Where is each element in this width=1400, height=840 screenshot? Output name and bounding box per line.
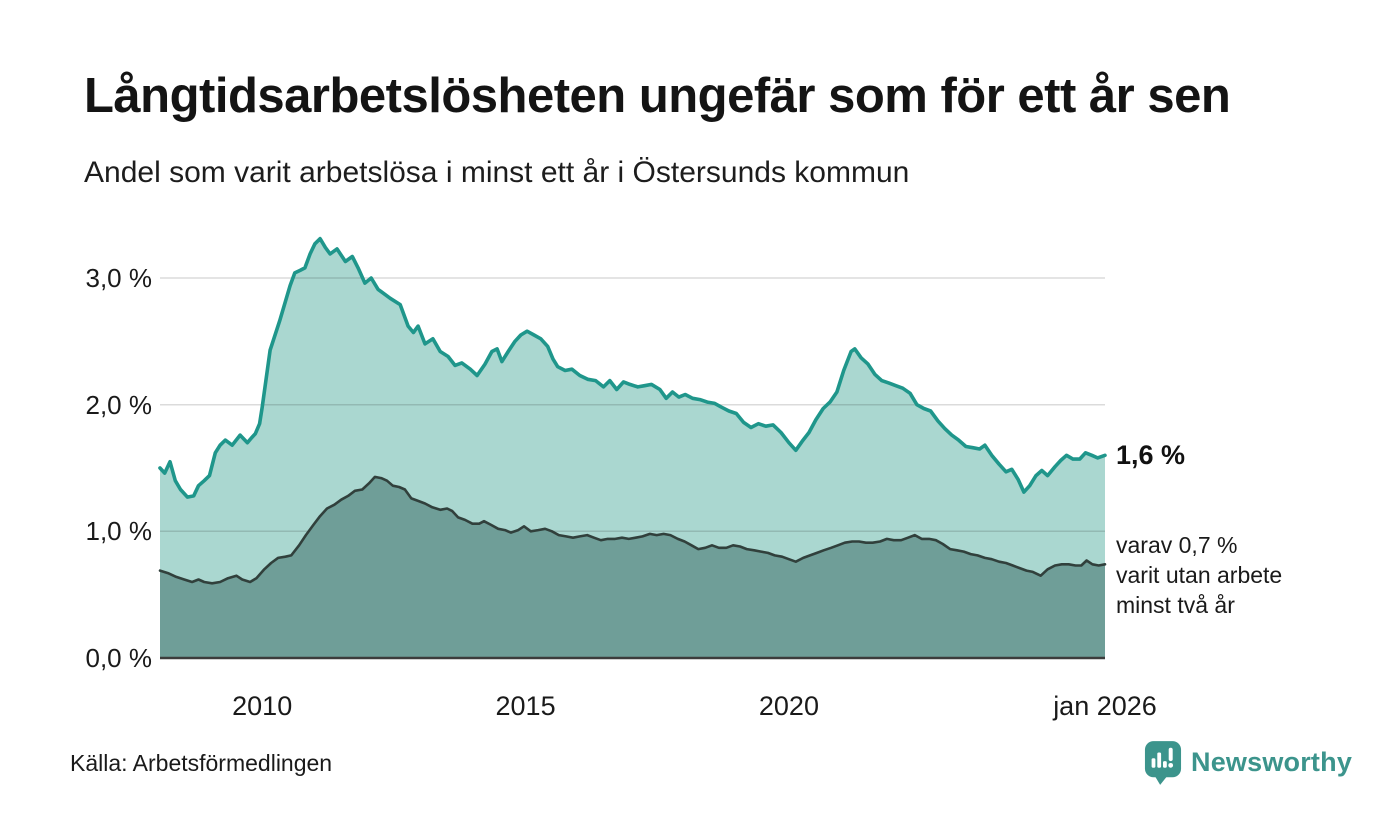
x-axis-label: 2020 <box>758 691 819 721</box>
y-axis-label: 2,0 % <box>85 389 153 420</box>
y-axis-label: 0,0 % <box>85 643 153 673</box>
annotation-latest-total: 1,6 % <box>1116 440 1186 470</box>
chart-title: Långtidsarbetslösheten ungefär som för e… <box>84 69 1231 123</box>
line-total <box>158 236 1107 499</box>
annotation-two-years-line2: varit utan arbete <box>1116 562 1283 588</box>
x-axis-label: 2015 <box>495 691 556 721</box>
annotation-two-years: varav 0,7 % varit utan arbete minst två … <box>1116 530 1282 620</box>
area-two-years-fill <box>160 476 1105 658</box>
y-axis-label: 3,0 % <box>85 262 153 293</box>
y-axis-label: 1,0 % <box>85 516 153 547</box>
line-two-years <box>158 475 1107 585</box>
newsworthy-logo-icon <box>1144 741 1182 785</box>
newsworthy-brand: Newsworthy <box>1144 740 1352 785</box>
x-axis-label: 2010 <box>232 691 293 721</box>
x-axis-label: jan 2026 <box>1053 691 1157 721</box>
source-note: Källa: Arbetsförmedlingen <box>70 750 333 776</box>
annotation-two-years-line3: minst två år <box>1116 592 1235 618</box>
annotation-two-years-line1: varav 0,7 % <box>1116 532 1238 558</box>
newsworthy-wordmark: Newsworthy <box>1191 747 1353 777</box>
chart-subtitle: Andel som varit arbetslösa i minst ett å… <box>84 156 910 189</box>
